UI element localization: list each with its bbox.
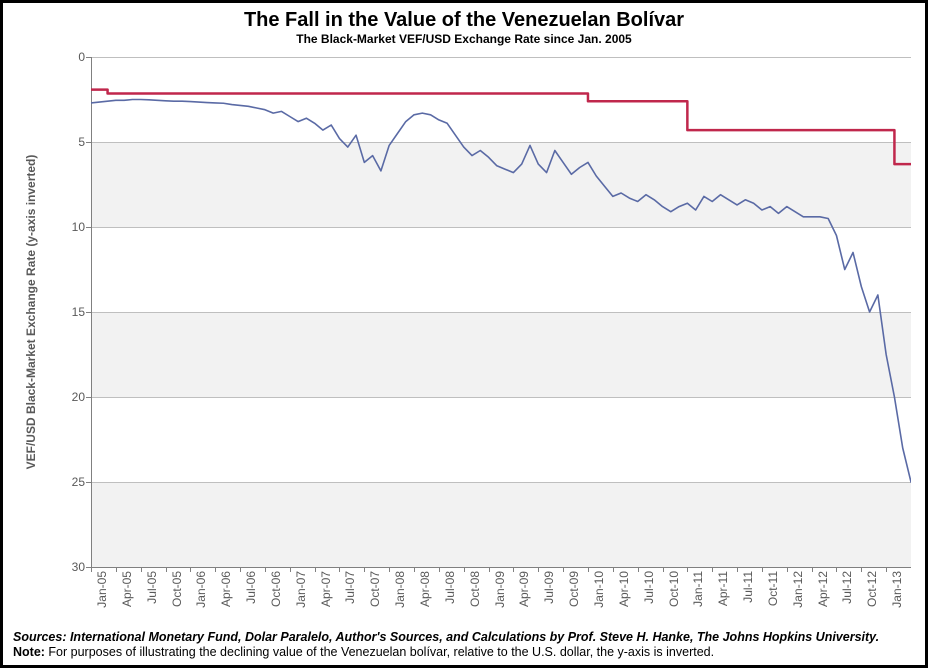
chart-title: The Fall in the Value of the Venezuelan …: [3, 9, 925, 32]
xtick-label: Jul-12: [840, 571, 854, 604]
ytick-label: 30: [72, 560, 85, 574]
sources-text: Sources: International Monetary Fund, Do…: [13, 630, 879, 646]
xtick-label: Apr-11: [716, 571, 730, 606]
xtick-label: Jan-06: [194, 571, 208, 608]
xtick-label: Oct-05: [170, 571, 184, 607]
x-axis-line: [91, 567, 911, 568]
ytick-label: 10: [72, 220, 85, 234]
xtick-label: Apr-09: [517, 571, 531, 607]
y-axis-title: VEF/USD Black-Market Exchange Rate (y-ax…: [24, 155, 38, 470]
footer: Sources: International Monetary Fund, Do…: [13, 630, 879, 661]
xtick-label: Apr-07: [319, 571, 333, 607]
xtick-label: Apr-12: [816, 571, 830, 607]
xtick-label: Apr-08: [418, 571, 432, 607]
xtick-label: Oct-09: [567, 571, 581, 607]
xtick-label: Jul-11: [741, 571, 755, 603]
xtick-label: Oct-12: [865, 571, 879, 607]
xtick-label: Apr-10: [617, 571, 631, 607]
title-block: The Fall in the Value of the Venezuelan …: [3, 3, 925, 46]
plot-area: Official Exchange RateBlack-Market Excha…: [91, 57, 911, 567]
xtick-label: Jan-12: [791, 571, 805, 608]
xtick-label: Oct-06: [269, 571, 283, 607]
xtick-label: Jan-10: [592, 571, 606, 608]
xtick-label: Jan-11: [691, 571, 705, 607]
ytick-label: 5: [78, 135, 85, 149]
xtick-label: Oct-11: [766, 571, 780, 606]
note-body: For purposes of illustrating the declini…: [45, 645, 714, 659]
ytick-label: 20: [72, 390, 85, 404]
ytick-label: 25: [72, 475, 85, 489]
chart-frame: The Fall in the Value of the Venezuelan …: [0, 0, 928, 668]
xtick-label: Jul-09: [542, 571, 556, 604]
ytick-label: 0: [78, 50, 85, 64]
xtick-label: Jul-05: [145, 571, 159, 604]
note-label: Note:: [13, 645, 45, 659]
xtick-label: Jan-08: [393, 571, 407, 608]
xtick-label: Jan-13: [890, 571, 904, 608]
xtick-label: Jul-08: [443, 571, 457, 604]
xtick-label: Jan-07: [294, 571, 308, 608]
xtick-label: Apr-06: [219, 571, 233, 607]
xtick-label: Apr-05: [120, 571, 134, 607]
xtick-label: Oct-10: [667, 571, 681, 607]
chart-subtitle: The Black-Market VEF/USD Exchange Rate s…: [3, 32, 925, 46]
ytick-label: 15: [72, 305, 85, 319]
xtick-label: Oct-07: [368, 571, 382, 607]
xtick-label: Jul-06: [244, 571, 258, 604]
xtick-label: Oct-08: [468, 571, 482, 607]
xtick-label: Jan-05: [95, 571, 109, 608]
xtick-label: Jul-10: [642, 571, 656, 604]
xtick-label: Jul-07: [343, 571, 357, 604]
note-text: Note: For purposes of illustrating the d…: [13, 645, 879, 661]
xtick-label: Jan-09: [493, 571, 507, 608]
series-official: [91, 57, 911, 567]
